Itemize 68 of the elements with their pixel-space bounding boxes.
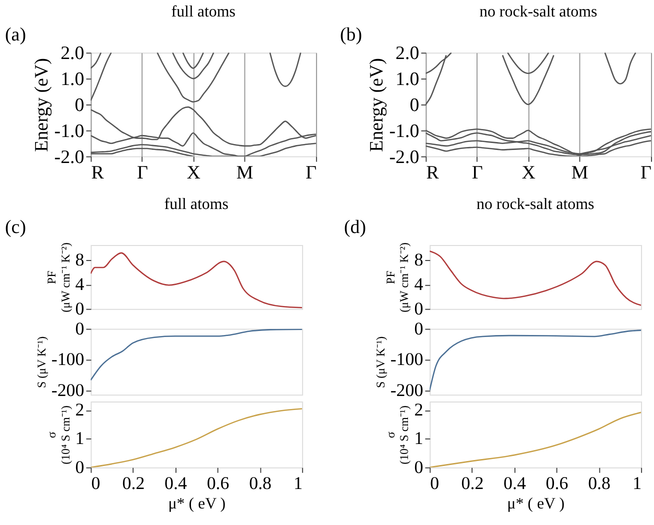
x-axis-title: μ* ( eV ) xyxy=(168,496,226,513)
x-tick-label: Γ xyxy=(136,162,148,184)
y-tick-label: 2 xyxy=(75,400,84,420)
y-axis-title: Energy (eV) xyxy=(366,58,388,152)
y-tick-label: 0 xyxy=(410,94,420,116)
x-tick-label: Γ xyxy=(472,162,483,184)
y-axis-title: PF (μW cm⁻¹ K⁻²) xyxy=(383,242,412,312)
x-tick-label: Γ xyxy=(640,162,652,184)
x-tick-label: 0.6 xyxy=(206,472,230,493)
y-tick-label: 0 xyxy=(75,456,84,477)
y-axis-title: PF (μW cm⁻¹ K⁻²) xyxy=(44,242,72,312)
x-tick-label: R xyxy=(91,162,104,184)
chart-title: no rock-salt atoms xyxy=(479,4,598,21)
x-tick-label: 1 xyxy=(632,472,642,493)
x-tick-label: X xyxy=(522,162,536,184)
y-tick-label: 2 xyxy=(414,400,424,420)
y-tick-label: -200 xyxy=(51,380,84,400)
y-tick-label: 2.0 xyxy=(396,43,420,64)
y-tick-label: -2.0 xyxy=(389,146,420,168)
y-tick-label: 0 xyxy=(75,318,84,338)
text: (d) xyxy=(344,217,366,238)
y-tick-label: 1 xyxy=(414,428,424,448)
y-tick-label: -100 xyxy=(390,349,424,370)
text: (a) xyxy=(4,24,26,46)
chart-title: full atoms xyxy=(171,4,236,21)
x-tick-label: M xyxy=(571,162,588,184)
x-tick-label: 0 xyxy=(430,472,440,493)
x-tick-label: 0.8 xyxy=(249,472,272,493)
x-tick-label: X xyxy=(186,162,201,184)
x-tick-label: 0.4 xyxy=(164,472,188,493)
y-tick-label: 4 xyxy=(75,274,84,294)
x-tick-label: 0.8 xyxy=(588,472,611,493)
x-tick-label: 0.4 xyxy=(504,472,526,493)
y-tick-label: 0 xyxy=(414,298,424,318)
y-tick-label: -1.0 xyxy=(389,120,420,142)
chart-title: full atoms xyxy=(164,196,228,214)
y-tick-label: 4 xyxy=(414,274,424,294)
x-tick-label: M xyxy=(236,162,254,184)
y-tick-label: 0 xyxy=(414,318,424,338)
y-tick-label: 0 xyxy=(74,94,84,116)
y-tick-label: 1.0 xyxy=(396,69,420,90)
y-tick-label: 0 xyxy=(414,456,424,477)
y-tick-label: 2.0 xyxy=(60,43,84,64)
x-tick-label: R xyxy=(426,162,440,184)
y-tick-label: 1 xyxy=(75,428,84,448)
chart-title: no rock-salt atoms xyxy=(476,196,594,214)
y-tick-label: -100 xyxy=(51,349,84,370)
y-tick-label: -2.0 xyxy=(54,146,84,168)
x-tick-label: 0.6 xyxy=(546,472,568,493)
text: (c) xyxy=(4,217,26,238)
y-tick-label: 8 xyxy=(75,250,84,270)
x-tick-label: 0.2 xyxy=(122,472,145,493)
y-axis-title: Energy (eV) xyxy=(31,58,52,152)
y-axis-title: σ (10⁴ S cm⁻¹) xyxy=(383,406,412,464)
x-tick-label: 0 xyxy=(91,472,100,493)
y-axis-title: σ (10⁴ S cm⁻¹) xyxy=(44,406,72,464)
y-tick-label: 8 xyxy=(414,250,424,270)
x-tick-label: 0.2 xyxy=(461,472,484,493)
y-axis-title: S (μV K⁻¹) xyxy=(34,336,48,388)
text: (b) xyxy=(340,24,362,46)
y-axis-title: S (μV K⁻¹) xyxy=(373,336,388,388)
x-tick-label: Γ xyxy=(306,162,317,184)
y-tick-label: 1.0 xyxy=(60,69,84,90)
y-tick-label: -200 xyxy=(390,380,424,400)
x-tick-label: 1 xyxy=(294,472,303,493)
x-axis-title: μ* ( eV ) xyxy=(507,496,565,513)
y-tick-label: 0 xyxy=(75,298,84,318)
y-tick-label: -1.0 xyxy=(54,120,84,142)
